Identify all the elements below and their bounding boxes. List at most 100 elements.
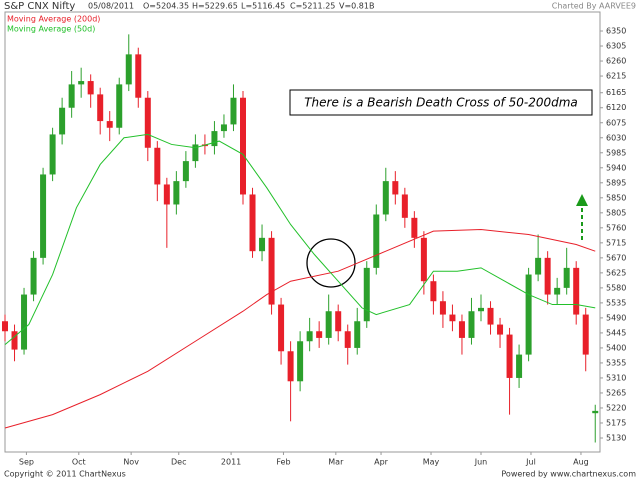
candle-body [458,321,465,338]
candle-body [554,287,561,295]
x-tick-label: Jul [525,458,536,467]
candle-body [287,351,294,382]
x-tick-label: Jun [474,458,488,467]
footer-right: Powered by www.chartnexus.com [501,470,636,479]
arrow-head [576,194,588,206]
candle-body [392,181,399,195]
candle-body [297,341,304,382]
candle-body [278,304,285,352]
y-tick-label: 5715 [606,238,626,247]
x-tick-label: Aug [573,458,589,467]
footer-left: Copyright © 2011 ChartNexus [4,470,126,479]
y-tick-label: 6165 [606,88,626,97]
candle-body [49,134,56,175]
y-tick-label: 6305 [606,42,626,51]
y-tick-label: 5940 [606,163,626,172]
y-tick-label: 5760 [606,223,626,232]
candle-body [354,321,361,348]
plot-frame [4,11,601,453]
y-tick-label: 6030 [606,133,626,142]
x-tick-label: May [423,458,440,467]
y-tick-label: 5220 [606,403,626,412]
y-tick-label: 5175 [606,418,626,427]
y-tick-label: 5850 [606,193,626,202]
y-tick-label: 5310 [606,373,626,382]
candle-body [182,161,189,182]
candle-body [173,181,180,205]
x-tick-label: Apr [374,458,389,467]
y-tick-label: 5805 [606,208,626,217]
candle-body [163,184,170,205]
y-tick-label: 5985 [606,148,626,157]
header-item: H=5229.65 [192,2,238,11]
x-tick-label: Dec [171,458,186,467]
y-tick-label: 6260 [606,57,626,66]
candle-body [59,107,66,135]
ma-line [4,228,596,429]
candle-body [516,354,523,378]
candle-body [382,181,389,215]
candle-body [582,314,589,355]
y-tick-label: 5400 [606,343,626,352]
candle-body [240,97,246,195]
x-tick-label: Sep [19,458,34,467]
candle-body [563,267,570,288]
header-item: O=5204.35 [143,2,189,11]
x-tick-label: Oct [72,458,86,467]
candle-body [154,147,161,185]
candle-body [268,237,275,305]
header-item: 05/08/2011 [88,2,134,11]
candle-body [116,84,123,128]
candle-body [135,54,142,98]
y-tick-label: 5265 [606,388,626,397]
candle-body [335,311,342,332]
candle-body [411,217,418,238]
candle-body [78,81,85,85]
candle-body [468,311,475,338]
candle-body [144,97,151,148]
y-tick-label: 5625 [606,268,626,277]
header-item: V=0.81B [339,2,374,11]
candle-body [478,307,484,312]
legend-entry: Moving Average (50d) [7,25,95,34]
candle-body [535,257,542,275]
candle-body [420,237,427,282]
y-tick-label: 5535 [606,298,626,307]
candle-body [220,124,227,132]
candle-body [506,334,513,378]
y-tick-label: 5580 [606,283,626,292]
candle-body [592,410,599,414]
chart-title: S&P CNX Nifty [4,1,75,12]
candle-body [487,307,494,325]
y-tick-label: 6215 [606,72,626,81]
candle-body [544,257,551,295]
candle-body [259,237,266,252]
candle-body [316,331,323,338]
candle-body [401,194,408,218]
y-tick-label: 6350 [606,27,626,36]
candle-body [68,84,75,108]
candle-body [106,121,113,128]
candle-body [344,331,351,348]
candle-body [30,257,37,295]
candle-body [430,281,437,302]
candle-body [373,214,380,268]
y-tick-label: 5670 [606,253,626,262]
candle-body [21,294,28,350]
candle-body [439,301,446,315]
y-tick-label: 5130 [606,433,626,442]
y-tick-label: 6075 [606,118,626,127]
y-tick-label: 5895 [606,178,626,187]
candle-body [249,194,256,252]
annotation-box [289,89,593,116]
candle-body [87,81,94,95]
candle-body [497,324,504,335]
candle-body [573,267,580,315]
header-item: C=5211.25 [290,2,335,11]
legend-entry: Moving Average (200d) [7,15,100,24]
x-tick-label: Nov [123,458,139,467]
ma-line [4,133,596,345]
candle-body [211,131,218,147]
